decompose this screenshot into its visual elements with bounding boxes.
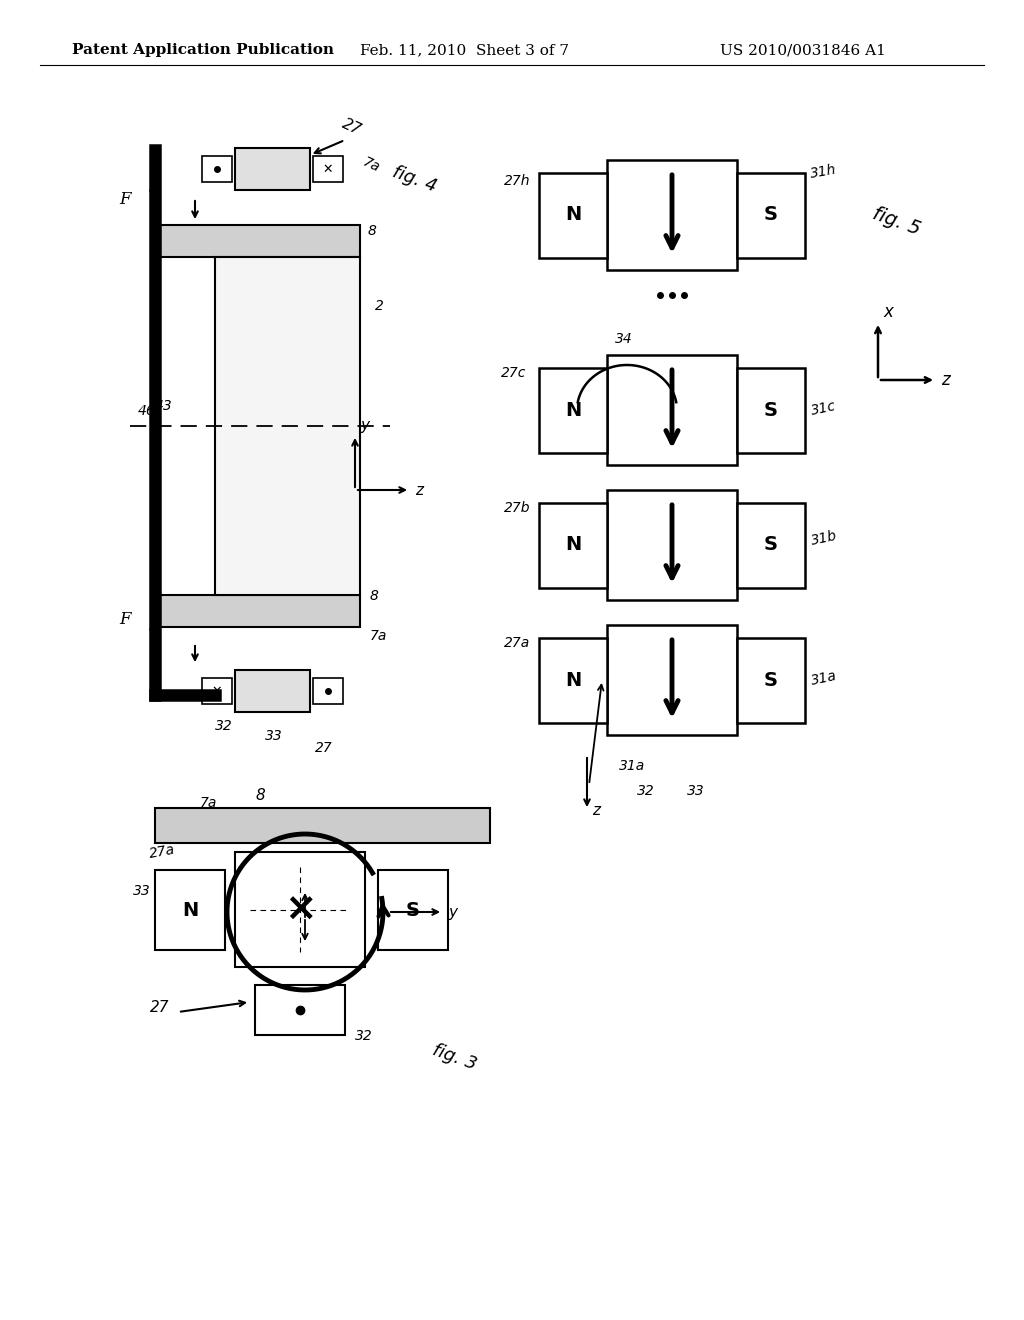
Text: ✕: ✕	[323, 162, 333, 176]
Text: 31c: 31c	[810, 399, 838, 418]
Bar	[607, 160, 737, 271]
Text: 27a: 27a	[148, 842, 176, 861]
Bar	[539, 367, 607, 453]
Text: 8: 8	[368, 224, 377, 238]
Bar	[312, 156, 342, 182]
Text: 34: 34	[615, 333, 633, 346]
Text: S: S	[406, 900, 420, 920]
Bar	[155, 870, 225, 950]
Bar	[539, 503, 607, 587]
Text: S: S	[764, 206, 778, 224]
Text: N: N	[565, 400, 582, 420]
Text: 32: 32	[215, 719, 232, 733]
Text: z: z	[592, 803, 600, 818]
Text: 27a: 27a	[504, 636, 530, 649]
Text: 27c: 27c	[501, 366, 526, 380]
Text: 31a: 31a	[810, 669, 839, 688]
Text: ✕: ✕	[211, 685, 222, 697]
Text: fig. 4: fig. 4	[390, 164, 439, 195]
Text: S: S	[764, 671, 778, 689]
Bar	[234, 851, 365, 968]
Text: 32: 32	[637, 784, 654, 799]
Bar	[202, 678, 231, 704]
Text: 33: 33	[687, 784, 705, 799]
Bar	[607, 624, 737, 735]
Text: 32: 32	[355, 1030, 373, 1043]
Text: 7a: 7a	[200, 796, 217, 810]
Text: ×: ×	[284, 891, 316, 928]
Bar	[312, 678, 342, 704]
Text: F: F	[119, 611, 131, 628]
Text: z: z	[941, 371, 949, 389]
Text: 8: 8	[370, 589, 379, 603]
Bar	[607, 355, 737, 465]
Text: 33: 33	[133, 884, 151, 898]
Text: 27: 27	[150, 1001, 170, 1015]
Text: fig. 5: fig. 5	[870, 205, 923, 239]
Text: x: x	[883, 304, 893, 321]
Text: S: S	[764, 400, 778, 420]
Bar	[737, 503, 805, 587]
Text: 7a: 7a	[370, 630, 387, 643]
Text: fig. 3: fig. 3	[430, 1041, 479, 1074]
Text: US 2010/0031846 A1: US 2010/0031846 A1	[720, 44, 886, 57]
Text: 31h: 31h	[809, 162, 838, 181]
Bar	[607, 490, 737, 601]
Text: 27: 27	[340, 116, 364, 139]
Bar	[255, 985, 345, 1035]
Text: N: N	[182, 900, 198, 920]
Text: 7a: 7a	[360, 154, 382, 176]
Bar	[160, 595, 360, 627]
Bar	[737, 173, 805, 257]
Text: F: F	[119, 191, 131, 209]
Text: 31b: 31b	[810, 529, 839, 548]
Text: y: y	[449, 906, 457, 920]
Text: 43: 43	[155, 399, 173, 413]
Text: Feb. 11, 2010  Sheet 3 of 7: Feb. 11, 2010 Sheet 3 of 7	[360, 44, 569, 57]
Text: N: N	[565, 206, 582, 224]
Bar	[160, 224, 360, 257]
Bar	[155, 808, 490, 843]
Text: 46: 46	[138, 404, 156, 418]
Text: 27h: 27h	[504, 174, 530, 187]
Text: 27: 27	[315, 741, 333, 755]
Bar	[234, 671, 309, 711]
Text: 27b: 27b	[504, 502, 530, 515]
Text: 31a: 31a	[618, 759, 645, 774]
Text: y: y	[360, 418, 369, 433]
Bar	[539, 638, 607, 722]
Text: N: N	[565, 536, 582, 554]
Bar	[737, 367, 805, 453]
Bar	[234, 148, 309, 190]
Text: S: S	[764, 536, 778, 554]
Bar	[215, 257, 360, 595]
Text: 8: 8	[255, 788, 265, 803]
Bar	[539, 173, 607, 257]
Text: Patent Application Publication: Patent Application Publication	[72, 44, 334, 57]
Text: 33: 33	[265, 729, 283, 743]
Text: N: N	[565, 671, 582, 689]
Bar	[737, 638, 805, 722]
Bar	[202, 156, 231, 182]
Bar	[378, 870, 449, 950]
Text: z: z	[415, 483, 423, 498]
Text: 2: 2	[375, 300, 384, 313]
